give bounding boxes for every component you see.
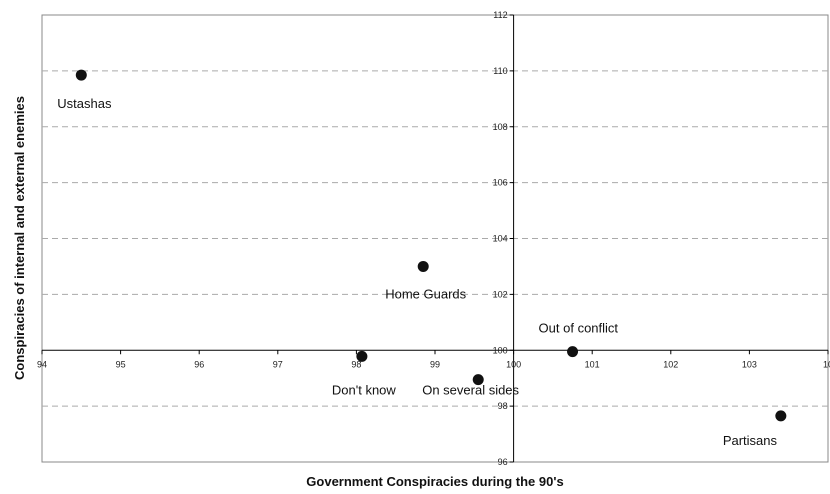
x-tick-label: 102 <box>663 359 678 369</box>
y-tick-label: 96 <box>498 457 508 467</box>
y-tick-label: 106 <box>493 178 508 188</box>
x-tick-labels: 94 95 96 97 98 99 100 101 102 103 10 <box>37 359 830 369</box>
y-tick-label: 102 <box>493 289 508 299</box>
point-label: Ustashas <box>57 96 112 111</box>
data-point <box>775 410 787 422</box>
y-tick-label: 108 <box>493 122 508 132</box>
x-tick-label: 98 <box>351 359 361 369</box>
y-tick-label: 98 <box>498 401 508 411</box>
point-label: Partisans <box>723 433 778 448</box>
point-labels: Ustashas Home Guards Out of conflict Don't … <box>57 96 777 448</box>
x-tick-label: 101 <box>585 359 600 369</box>
point-label: On several sides <box>422 383 519 398</box>
x-tick-label: 97 <box>273 359 283 369</box>
y-tick-label: 104 <box>493 234 508 244</box>
y-axis-title: Conspiracies of internal and external en… <box>12 96 27 380</box>
point-label: Out of conflict <box>539 321 619 336</box>
gridlines <box>42 70 828 407</box>
data-point <box>472 374 484 386</box>
x-tick-label: 96 <box>194 359 204 369</box>
y-tick-label: 110 <box>493 66 507 76</box>
x-tick-label: 103 <box>742 359 757 369</box>
x-axis-title: Government Conspiracies during the 90's <box>306 474 563 489</box>
point-label: Don't know <box>332 382 397 397</box>
x-tick-label: 95 <box>116 359 126 369</box>
data-points <box>75 69 787 422</box>
data-point <box>417 260 429 272</box>
x-tick-label: 100 <box>506 359 521 369</box>
x-tick-label: 10 <box>823 359 830 369</box>
data-point <box>567 346 579 358</box>
x-tick-label: 99 <box>430 359 440 369</box>
data-point <box>356 350 368 362</box>
axes <box>41 14 829 463</box>
y-tick-label: 112 <box>493 10 507 20</box>
data-point <box>75 69 87 81</box>
y-tick-labels: 96 98 100 102 104 106 108 110 112 <box>493 10 508 467</box>
y-tick-label: 100 <box>493 345 508 355</box>
point-label: Home Guards <box>385 286 466 301</box>
x-tick-label: 94 <box>37 359 47 369</box>
